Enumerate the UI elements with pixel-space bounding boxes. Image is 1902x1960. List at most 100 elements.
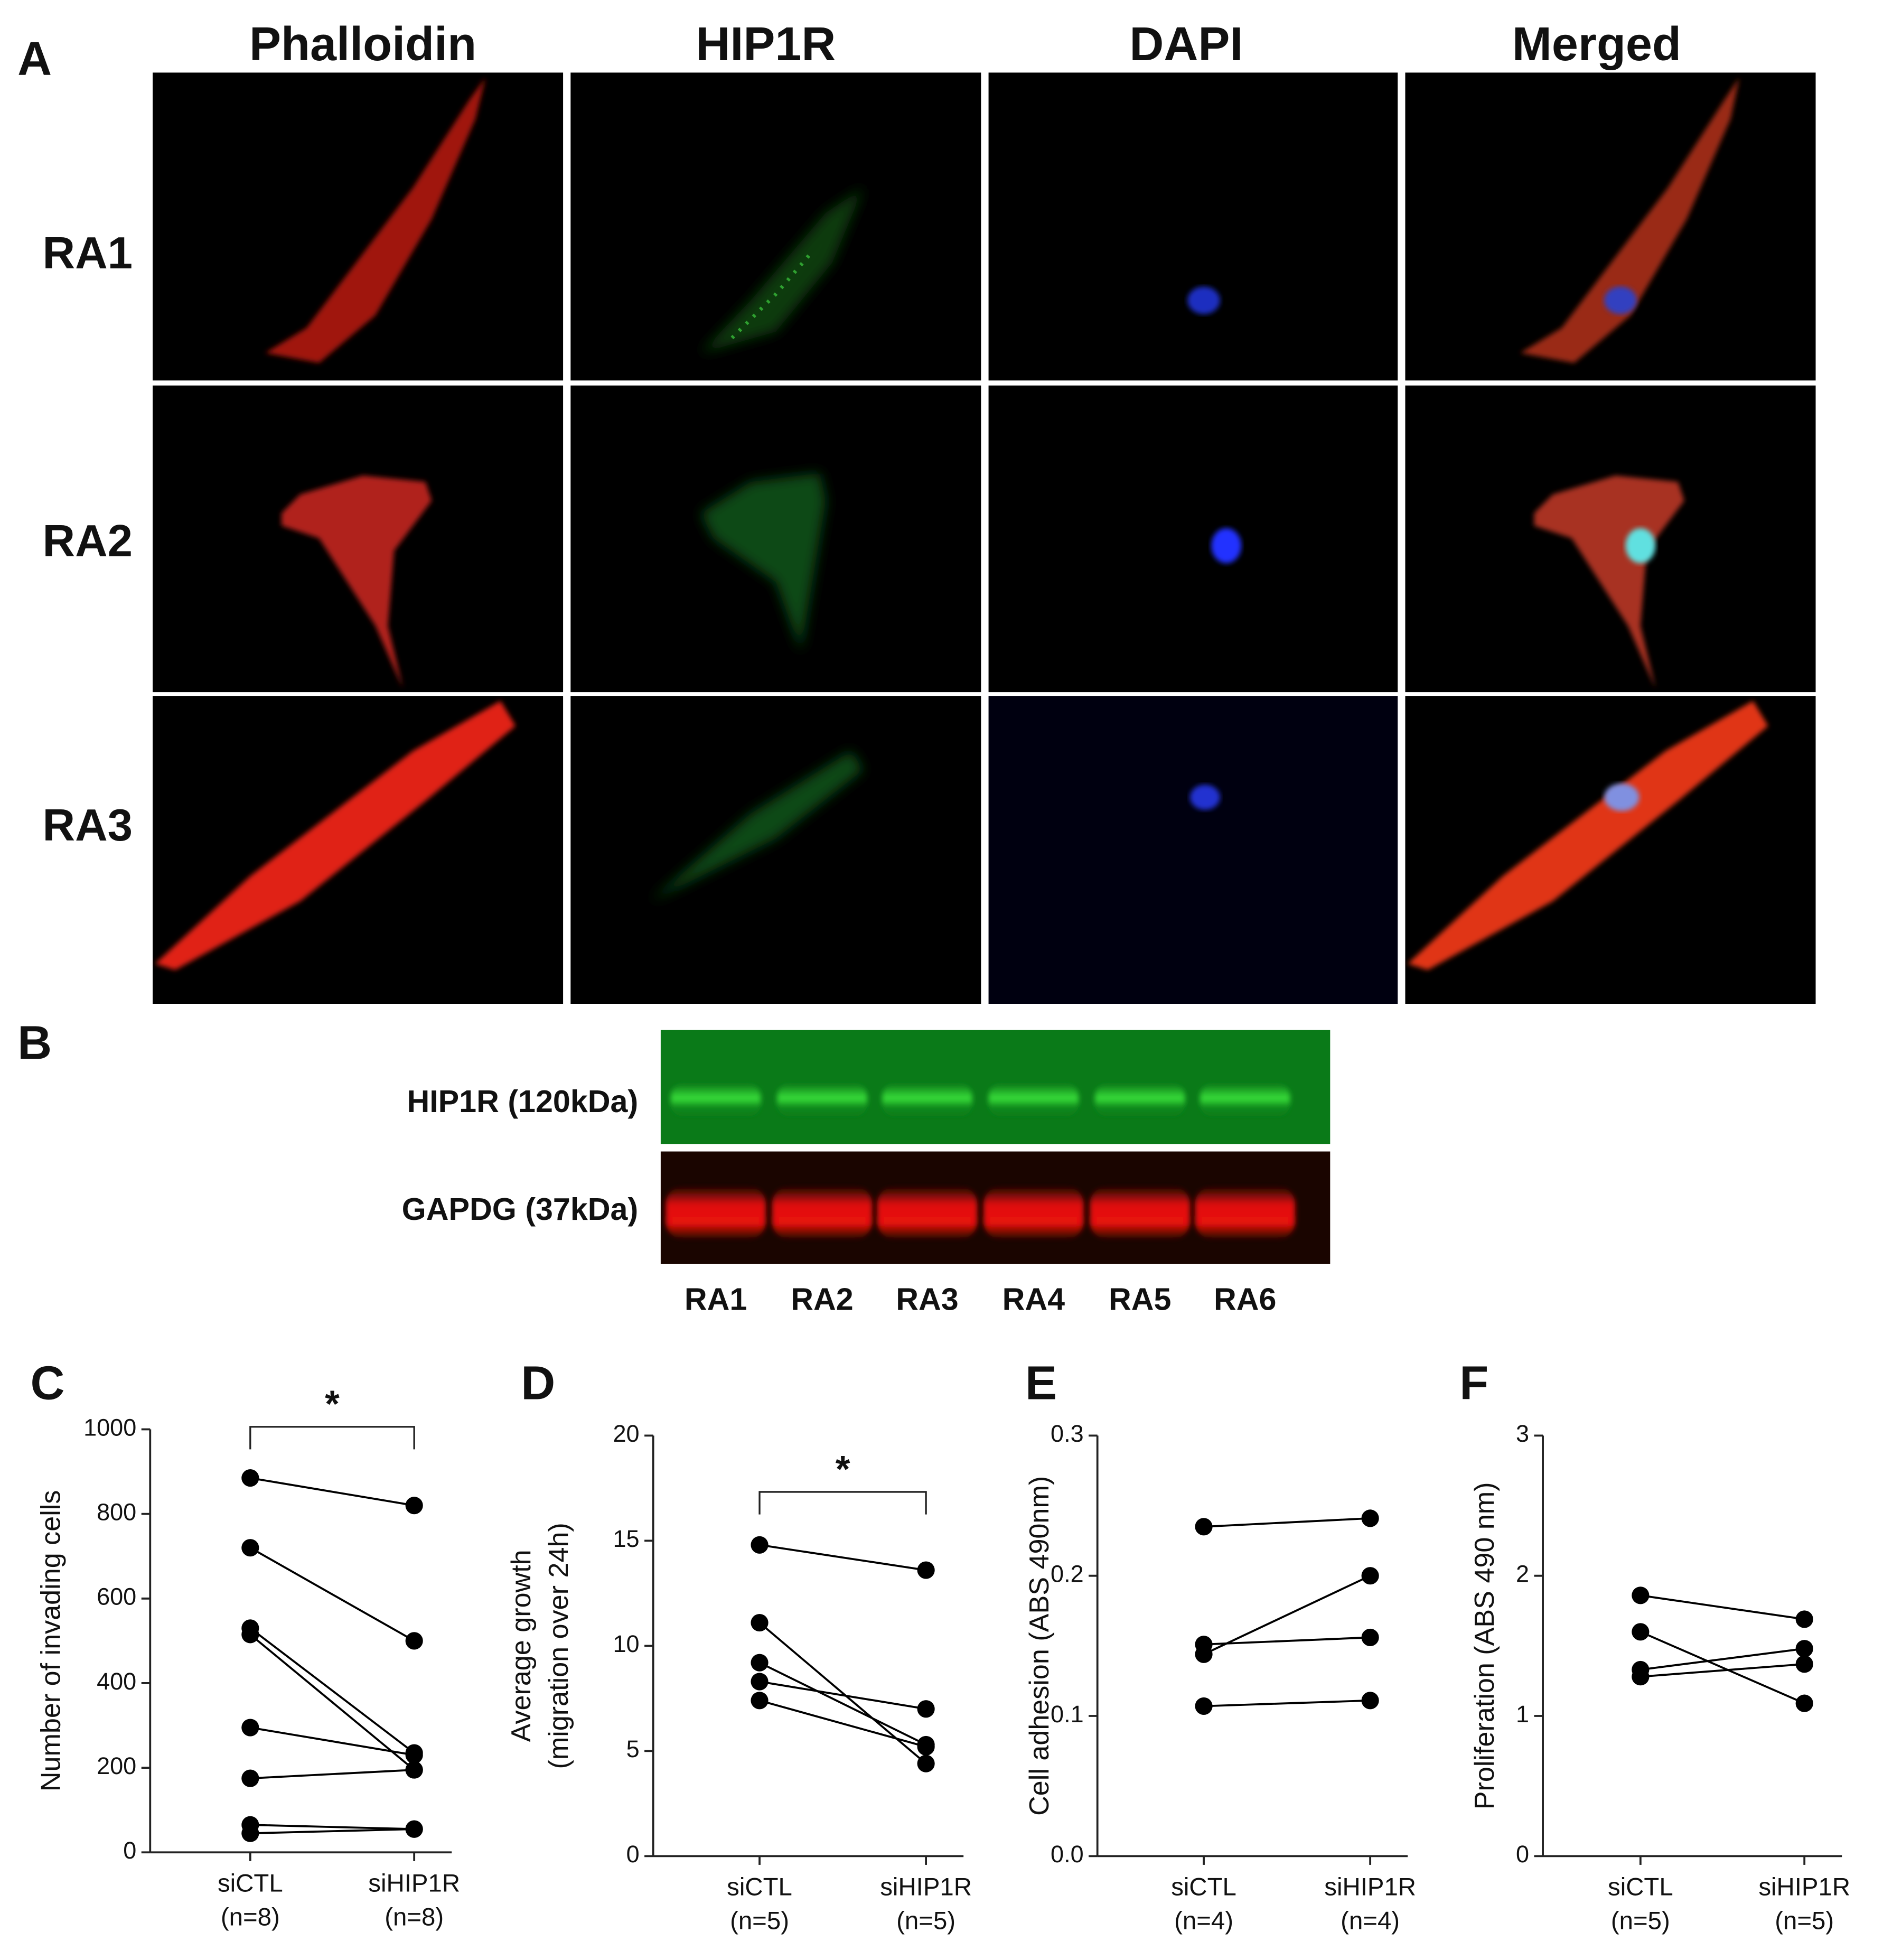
data-point [405,1497,423,1515]
y-tick-label: 0 [123,1837,136,1864]
data-point [1361,1692,1379,1710]
pair-line [759,1681,926,1710]
row-label: RA3 [43,800,133,851]
pair-line [1203,1574,1371,1655]
data-point [751,1654,769,1672]
y-axis-label: Cell adhesion (ABS 490nm) [1024,1476,1055,1816]
green-band [1200,1084,1290,1117]
green-band [1094,1084,1185,1117]
x-tick-note: (n=8) [385,1903,444,1931]
y-tick-label: 0.1 [1051,1701,1084,1728]
data-point [917,1561,935,1579]
green-band [777,1084,867,1117]
cell [700,473,826,651]
y-axis-label: Average growth [506,1550,537,1742]
data-point [751,1673,769,1691]
y-tick-label: 400 [97,1668,136,1695]
data-point [1632,1623,1650,1641]
pair-line [249,1634,415,1771]
red-band [1090,1186,1190,1239]
nucleus [1187,286,1220,314]
red-band [666,1186,766,1239]
row-label: RA2 [43,516,133,566]
y-tick-label: 5 [626,1735,640,1762]
data-point [917,1738,935,1756]
y-tick-label: 0 [626,1841,640,1868]
column-header: DAPI [1129,18,1243,71]
puncta [730,249,815,340]
pair-line [250,1726,415,1756]
y-tick-label: 3 [1516,1420,1529,1447]
panel-letter: A [17,33,52,86]
pair-line [759,1544,926,1571]
y-tick-label: 1000 [83,1414,136,1441]
cell [282,475,432,689]
data-point [241,1769,259,1787]
nucleus [1211,528,1242,564]
green-band [882,1084,972,1117]
lane-label: RA1 [685,1281,747,1317]
x-tick-note: (n=5) [896,1907,955,1935]
pair-line [1203,1517,1371,1528]
y-tick-label: 10 [613,1630,640,1657]
data-point [1195,1518,1213,1536]
column-header: HIP1R [696,18,836,71]
lane-label: RA3 [896,1281,958,1317]
green-band [988,1084,1079,1117]
pair-line [759,1700,926,1748]
row-label: RA1 [43,228,133,278]
panel-letter: F [1459,1357,1488,1410]
cell [265,77,486,363]
y-tick-label: 600 [97,1583,136,1610]
y-tick-label: 20 [613,1420,640,1447]
panel-letter: B [17,1016,52,1069]
cell [700,188,864,353]
panel-letter: E [1025,1357,1057,1410]
annotation: * [836,1449,850,1490]
x-tick-note: (n=4) [1341,1907,1400,1935]
data-point [751,1692,769,1710]
data-point [1361,1628,1379,1647]
y-tick-label: 2 [1516,1561,1529,1588]
pair-line [758,1622,927,1765]
micrograph [1405,72,1816,381]
pair-line [1640,1594,1805,1620]
data-point [405,1632,423,1650]
micrograph [988,696,1398,1004]
significance-bracket [758,1491,927,1515]
data-point [1195,1645,1213,1663]
x-tick-label: siHIP1R [880,1873,972,1901]
x-tick-note: (n=5) [730,1907,789,1935]
y-tick-label: 15 [613,1525,640,1552]
cell [1408,701,1768,970]
data-point [405,1820,423,1838]
x-tick-label: siHIP1R [1758,1873,1850,1901]
y-tick-label: 1 [1516,1701,1529,1728]
y-axis-label: Number of invading cells [35,1490,66,1792]
x-tick-label: siCTL [218,1869,283,1897]
pair-line [1203,1636,1371,1646]
data-point [1632,1668,1650,1686]
x-tick-note: (n=4) [1174,1907,1233,1935]
pair-line [1640,1631,1805,1704]
x-tick-label: siHIP1R [1324,1873,1416,1901]
x-tick-label: siCTL [1608,1873,1673,1901]
y-tick-label: 0.0 [1051,1841,1084,1868]
y-axis-label: Proliferation (ABS 490 nm) [1469,1482,1500,1809]
significance-bracket [249,1426,415,1450]
pair-line [759,1662,926,1746]
y-tick-label: 200 [97,1752,136,1779]
y-tick-label: 0 [1516,1841,1529,1868]
pair-line [250,1477,415,1507]
y-tick-label: 0.2 [1051,1561,1084,1588]
x-tick-label: siCTL [727,1873,792,1901]
cell [650,751,864,901]
red-band [877,1186,978,1239]
pair-line [1640,1663,1805,1678]
nucleus [1189,785,1220,810]
cell [155,701,516,970]
pair-line [250,1828,415,1835]
micrograph [153,72,564,381]
